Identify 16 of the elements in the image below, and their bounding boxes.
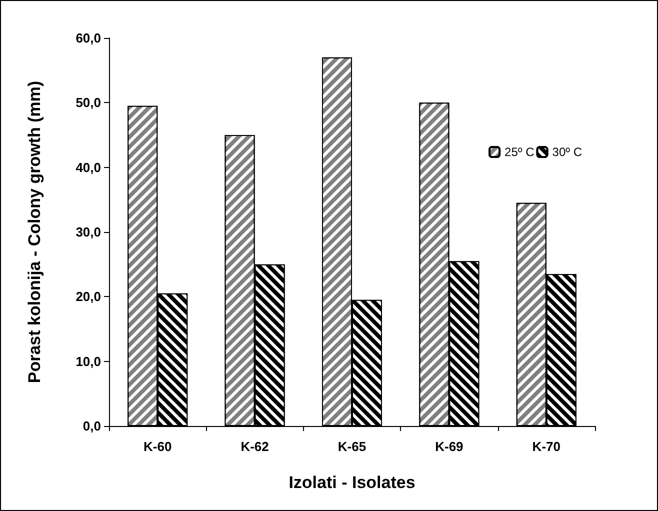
x-tick-label: K-70 — [532, 439, 560, 454]
y-tick-label: 0,0 — [82, 418, 101, 434]
y-tick-label: 20,0 — [76, 289, 101, 304]
legend-label: 25º C — [504, 145, 535, 159]
y-tick-label: 50,0 — [76, 95, 101, 110]
x-tick-label: K-65 — [338, 439, 366, 454]
x-tick-label: K-60 — [144, 439, 172, 454]
x-axis-title: Izolati - Isolates — [288, 473, 416, 492]
y-tick-label: 40,0 — [76, 160, 101, 175]
y-tick-label: 60,0 — [76, 30, 101, 46]
x-tick-label: K-62 — [240, 439, 269, 454]
y-axis-title: Porast kolonija - Colony growth (mm) — [25, 80, 44, 384]
y-tick-label: 10,0 — [76, 354, 101, 369]
x-tick-label: K-69 — [435, 439, 464, 454]
legend-label: 30º C — [552, 145, 582, 159]
y-tick-label: 30,0 — [76, 224, 101, 240]
